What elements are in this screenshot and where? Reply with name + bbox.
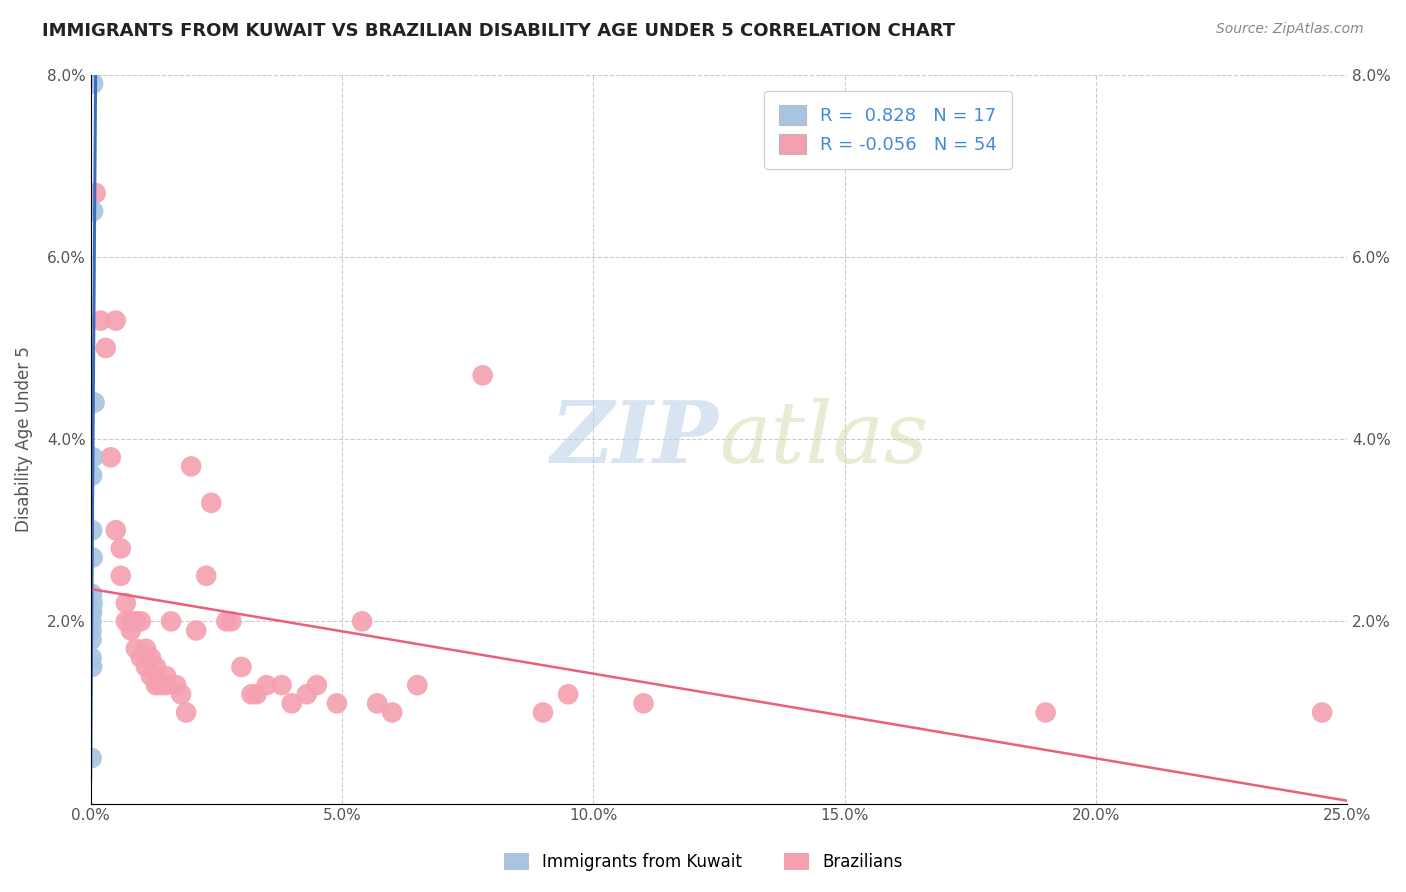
Point	[82, 550, 104, 565]
Point	[245, 687, 267, 701]
Point	[155, 678, 177, 692]
Point	[381, 706, 404, 720]
Point	[366, 697, 388, 711]
Point	[100, 450, 122, 465]
Point	[195, 568, 218, 582]
Point	[174, 706, 197, 720]
Point	[80, 650, 103, 665]
Point	[406, 678, 429, 692]
Point	[129, 650, 152, 665]
Point	[1310, 706, 1333, 720]
Text: atlas: atlas	[718, 398, 928, 481]
Point	[80, 615, 103, 629]
Legend: Immigrants from Kuwait, Brazilians: Immigrants from Kuwait, Brazilians	[495, 845, 911, 880]
Point	[125, 641, 148, 656]
Point	[531, 706, 554, 720]
Point	[82, 77, 104, 91]
Point	[221, 615, 243, 629]
Point	[145, 678, 167, 692]
Point	[270, 678, 292, 692]
Point	[82, 660, 104, 674]
Y-axis label: Disability Age Under 5: Disability Age Under 5	[15, 346, 32, 532]
Point	[326, 697, 349, 711]
Point	[139, 669, 162, 683]
Point	[170, 687, 193, 701]
Text: ZIP: ZIP	[551, 397, 718, 481]
Point	[80, 751, 103, 765]
Point	[114, 596, 136, 610]
Point	[82, 587, 104, 601]
Point	[150, 678, 173, 692]
Point	[1035, 706, 1057, 720]
Point	[633, 697, 655, 711]
Point	[120, 615, 142, 629]
Point	[125, 615, 148, 629]
Point	[305, 678, 328, 692]
Point	[80, 624, 103, 638]
Point	[84, 186, 107, 200]
Point	[215, 615, 238, 629]
Point	[160, 615, 183, 629]
Point	[82, 204, 104, 219]
Point	[231, 660, 253, 674]
Point	[256, 678, 278, 692]
Point	[139, 650, 162, 665]
Point	[80, 632, 103, 647]
Point	[165, 678, 187, 692]
Point	[110, 541, 132, 556]
Point	[104, 523, 127, 537]
Point	[80, 605, 103, 619]
Point	[240, 687, 263, 701]
Point	[135, 660, 157, 674]
Point	[200, 496, 222, 510]
Point	[145, 660, 167, 674]
Point	[82, 468, 104, 483]
Point	[82, 605, 104, 619]
Point	[295, 687, 318, 701]
Point	[110, 568, 132, 582]
Point	[114, 615, 136, 629]
Point	[104, 313, 127, 327]
Point	[90, 313, 112, 327]
Point	[82, 450, 104, 465]
Legend: R =  0.828   N = 17, R = -0.056   N = 54: R = 0.828 N = 17, R = -0.056 N = 54	[765, 91, 1011, 169]
Point	[280, 697, 302, 711]
Point	[155, 669, 177, 683]
Point	[82, 523, 104, 537]
Point	[94, 341, 117, 355]
Point	[82, 596, 104, 610]
Point	[129, 615, 152, 629]
Point	[135, 641, 157, 656]
Text: IMMIGRANTS FROM KUWAIT VS BRAZILIAN DISABILITY AGE UNDER 5 CORRELATION CHART: IMMIGRANTS FROM KUWAIT VS BRAZILIAN DISA…	[42, 22, 955, 40]
Text: Source: ZipAtlas.com: Source: ZipAtlas.com	[1216, 22, 1364, 37]
Point	[352, 615, 374, 629]
Point	[471, 368, 494, 383]
Point	[120, 624, 142, 638]
Point	[186, 624, 208, 638]
Point	[83, 395, 105, 409]
Point	[180, 459, 202, 474]
Point	[557, 687, 579, 701]
